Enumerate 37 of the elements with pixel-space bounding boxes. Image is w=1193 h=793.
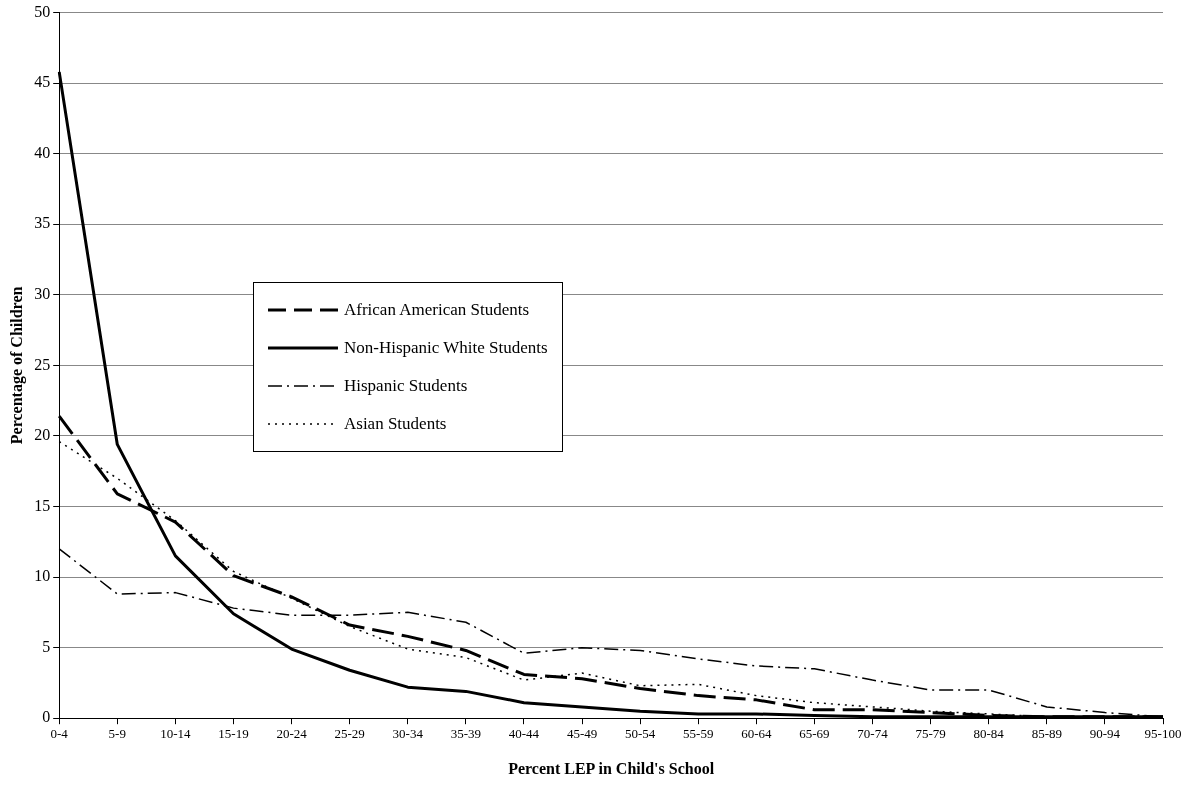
x-tick-label: 60-64: [741, 726, 772, 742]
x-tick-label: 55-59: [683, 726, 714, 742]
x-tick-label: 70-74: [857, 726, 889, 742]
y-tick-label: 45: [34, 73, 51, 91]
x-tick-label: 65-69: [799, 726, 830, 742]
y-tick-label: 15: [34, 496, 51, 514]
x-tick-label: 5-9: [108, 726, 126, 742]
y-axis-title: Percentage of Children: [7, 286, 26, 445]
x-tick-label: 30-34: [392, 726, 424, 742]
y-tick-label: 35: [34, 214, 51, 232]
x-tick-label: 10-14: [160, 726, 192, 742]
x-tick-label: 95-100: [1144, 726, 1182, 742]
y-tick-label: 25: [34, 355, 51, 373]
x-tick-label: 40-44: [508, 726, 540, 742]
legend-label: Non-Hispanic White Students: [344, 338, 548, 358]
legend-label: Asian Students: [344, 414, 447, 434]
legend-label: Hispanic Students: [344, 376, 468, 396]
x-tick-label: 45-49: [566, 726, 598, 742]
x-axis-title: Percent LEP in Child's School: [508, 759, 715, 777]
legend-label: African American Students: [344, 300, 530, 320]
y-tick-label: 10: [34, 567, 51, 585]
y-tick-label: 20: [34, 426, 51, 444]
x-tick-label: 50-54: [624, 726, 656, 742]
x-tick-label: 25-29: [334, 726, 365, 742]
x-tick-label: 75-79: [915, 726, 946, 742]
y-tick-label: 30: [34, 285, 51, 303]
x-tick-label: 0-4: [50, 726, 69, 742]
x-tick-label: 35-39: [450, 726, 482, 742]
x-tick-label: 80-84: [973, 726, 1005, 742]
y-tick-label: 5: [42, 637, 51, 655]
y-tick-label: 40: [34, 143, 51, 161]
y-tick-label: 0: [42, 708, 51, 726]
x-tick-label: 85-89: [1031, 726, 1062, 742]
x-tick-label: 90-94: [1089, 726, 1121, 742]
x-tick-label: 20-24: [276, 726, 308, 742]
x-tick-label: 15-19: [218, 726, 249, 742]
y-tick-label: 50: [34, 2, 51, 20]
